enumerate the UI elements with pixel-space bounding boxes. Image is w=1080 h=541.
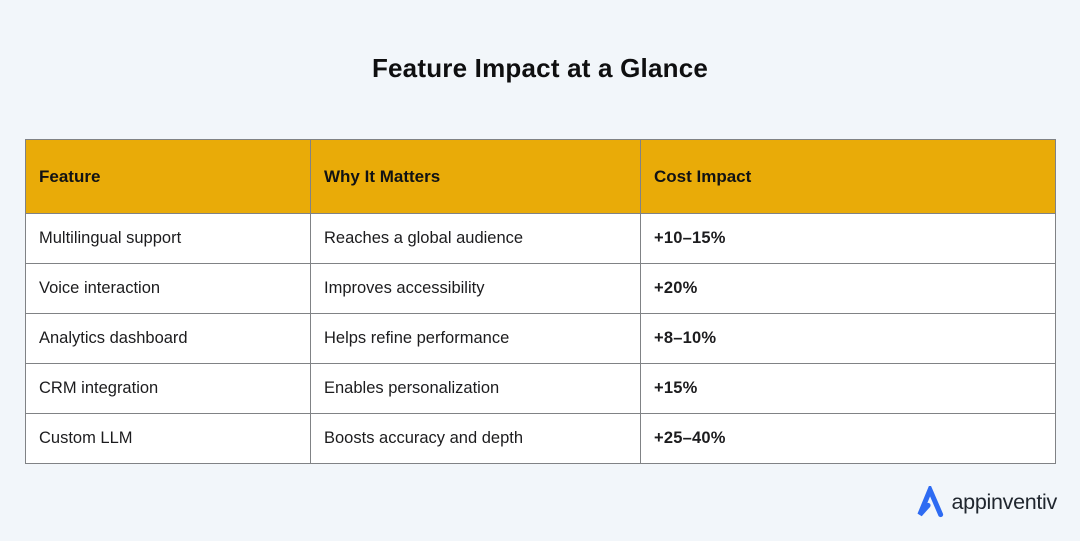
cell-why: Enables personalization bbox=[310, 363, 641, 414]
cell-feature: CRM integration bbox=[25, 363, 311, 414]
column-header-why: Why It Matters bbox=[310, 139, 641, 214]
table-row: Multilingual support Reaches a global au… bbox=[25, 213, 1056, 264]
cell-cost-impact: +20% bbox=[640, 263, 1056, 314]
column-header-feature: Feature bbox=[25, 139, 311, 214]
cell-why: Helps refine performance bbox=[310, 313, 641, 364]
cell-feature: Custom LLM bbox=[25, 413, 311, 464]
table-row: CRM integration Enables personalization … bbox=[25, 363, 1056, 414]
cell-cost-impact: +8–10% bbox=[640, 313, 1056, 364]
appinventiv-logo-icon bbox=[915, 486, 945, 518]
cell-feature: Multilingual support bbox=[25, 213, 311, 264]
cell-cost-impact: +10–15% bbox=[640, 213, 1056, 264]
cell-why: Reaches a global audience bbox=[310, 213, 641, 264]
page-title: Feature Impact at a Glance bbox=[371, 53, 709, 83]
table-row: Voice interaction Improves accessibility… bbox=[25, 263, 1056, 314]
cell-why: Boosts accuracy and depth bbox=[310, 413, 641, 464]
feature-impact-table: Feature Why It Matters Cost Impact Multi… bbox=[25, 139, 1056, 464]
appinventiv-logo: appinventiv bbox=[915, 486, 1057, 518]
table-row: Analytics dashboard Helps refine perform… bbox=[25, 313, 1056, 364]
table-header-row: Feature Why It Matters Cost Impact bbox=[25, 139, 1056, 214]
appinventiv-logo-text: appinventiv bbox=[951, 489, 1058, 514]
column-header-cost-impact: Cost Impact bbox=[640, 139, 1056, 214]
cell-cost-impact: +25–40% bbox=[640, 413, 1056, 464]
table-row: Custom LLM Boosts accuracy and depth +25… bbox=[25, 413, 1056, 464]
cell-feature: Analytics dashboard bbox=[25, 313, 311, 364]
cell-why: Improves accessibility bbox=[310, 263, 641, 314]
cell-feature: Voice interaction bbox=[25, 263, 311, 314]
cell-cost-impact: +15% bbox=[640, 363, 1056, 414]
